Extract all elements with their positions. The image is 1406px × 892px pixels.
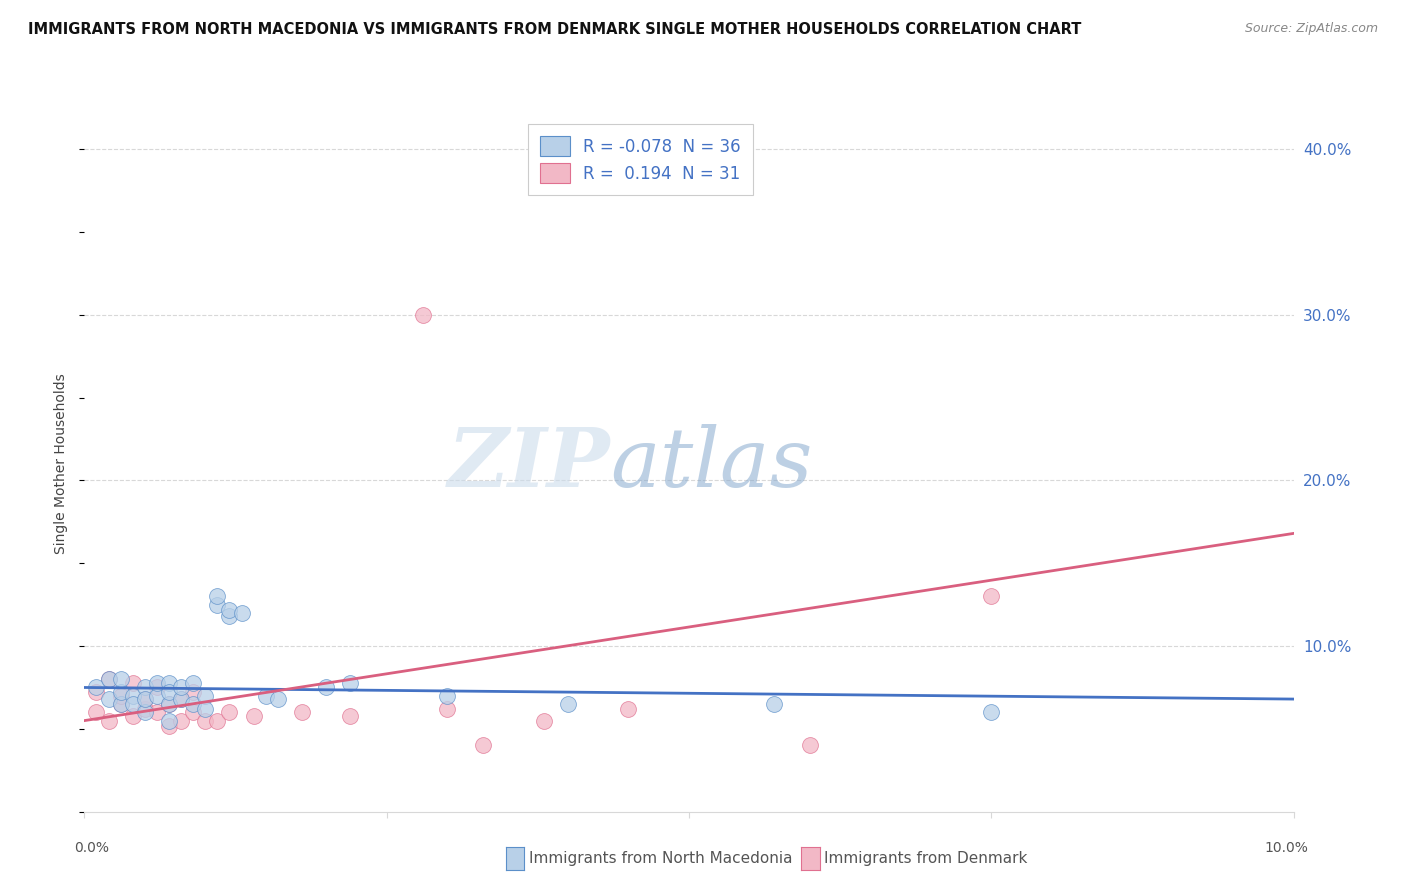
- Point: [157, 714, 180, 728]
- Point: [97, 672, 120, 686]
- Point: [157, 718, 180, 732]
- Point: [980, 590, 1002, 604]
- Point: [134, 702, 156, 716]
- Point: [218, 602, 240, 616]
- Point: [146, 706, 169, 720]
- Point: [181, 697, 204, 711]
- Y-axis label: Single Mother Households: Single Mother Households: [55, 374, 69, 554]
- Point: [86, 681, 108, 695]
- Text: Source: ZipAtlas.com: Source: ZipAtlas.com: [1244, 22, 1378, 36]
- Point: [121, 708, 143, 723]
- Point: [436, 702, 458, 716]
- Point: [86, 685, 108, 699]
- Text: Immigrants from Denmark: Immigrants from Denmark: [824, 852, 1028, 866]
- Point: [110, 689, 132, 703]
- Point: [207, 598, 229, 612]
- Point: [170, 681, 193, 695]
- Point: [170, 692, 193, 706]
- Point: [157, 697, 180, 711]
- Point: [157, 685, 180, 699]
- Point: [134, 692, 156, 706]
- Text: atlas: atlas: [610, 424, 813, 504]
- Text: 0.0%: 0.0%: [75, 841, 108, 855]
- Point: [218, 706, 240, 720]
- Point: [194, 689, 217, 703]
- Point: [472, 739, 495, 753]
- Point: [170, 714, 193, 728]
- Point: [86, 706, 108, 720]
- Point: [231, 606, 253, 620]
- Point: [254, 689, 277, 703]
- Text: Immigrants from North Macedonia: Immigrants from North Macedonia: [529, 852, 792, 866]
- Legend: R = -0.078  N = 36, R =  0.194  N = 31: R = -0.078 N = 36, R = 0.194 N = 31: [529, 124, 752, 195]
- Point: [181, 685, 204, 699]
- Point: [134, 692, 156, 706]
- Point: [146, 675, 169, 690]
- Point: [980, 706, 1002, 720]
- Text: 10.0%: 10.0%: [1264, 841, 1309, 855]
- Point: [762, 697, 785, 711]
- Text: ZIP: ZIP: [447, 424, 610, 504]
- Point: [134, 706, 156, 720]
- Text: IMMIGRANTS FROM NORTH MACEDONIA VS IMMIGRANTS FROM DENMARK SINGLE MOTHER HOUSEHO: IMMIGRANTS FROM NORTH MACEDONIA VS IMMIG…: [28, 22, 1081, 37]
- Point: [557, 697, 579, 711]
- Point: [617, 702, 640, 716]
- Point: [799, 739, 821, 753]
- Point: [97, 672, 120, 686]
- Point: [110, 672, 132, 686]
- Point: [436, 689, 458, 703]
- Point: [339, 708, 361, 723]
- Point: [121, 697, 143, 711]
- Point: [218, 609, 240, 624]
- Point: [97, 714, 120, 728]
- Point: [146, 681, 169, 695]
- Point: [110, 697, 132, 711]
- Point: [97, 692, 120, 706]
- Point: [207, 714, 229, 728]
- Point: [121, 675, 143, 690]
- Point: [194, 714, 217, 728]
- Point: [121, 689, 143, 703]
- Point: [242, 708, 264, 723]
- Point: [110, 685, 132, 699]
- Point: [181, 706, 204, 720]
- Point: [110, 697, 132, 711]
- Point: [412, 308, 434, 322]
- Point: [315, 681, 337, 695]
- Point: [134, 681, 156, 695]
- Point: [157, 675, 180, 690]
- Point: [181, 675, 204, 690]
- Point: [194, 702, 217, 716]
- Point: [146, 689, 169, 703]
- Point: [157, 697, 180, 711]
- Point: [267, 692, 290, 706]
- Point: [170, 692, 193, 706]
- Point: [533, 714, 555, 728]
- Point: [339, 675, 361, 690]
- Point: [207, 590, 229, 604]
- Point: [291, 706, 314, 720]
